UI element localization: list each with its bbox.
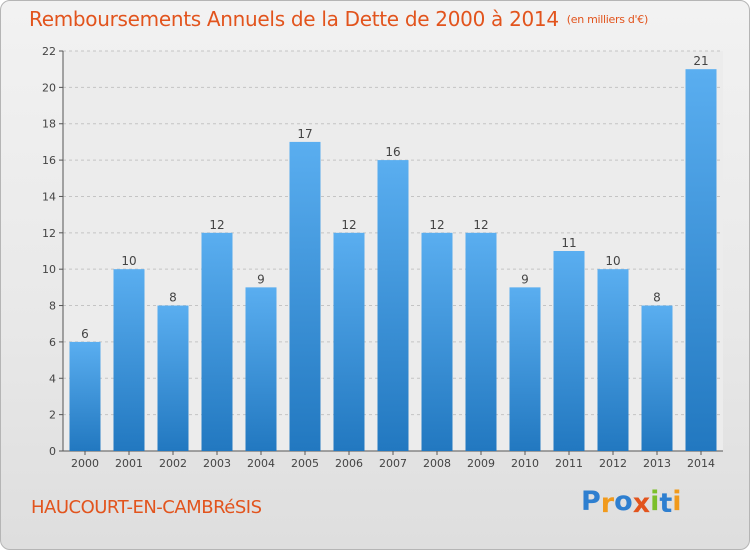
bar	[685, 69, 717, 451]
logo-letter: i	[650, 486, 660, 517]
x-tick-label: 2003	[203, 457, 231, 470]
bar	[333, 232, 365, 451]
data-label: 10	[605, 254, 620, 268]
x-tick-label: 2014	[687, 457, 715, 470]
x-tick-label: 2002	[159, 457, 187, 470]
x-tick-label: 2008	[423, 457, 451, 470]
y-tick-label: 8	[49, 300, 56, 313]
chart-title-text: Remboursements Annuels de la Dette de 20…	[29, 7, 559, 31]
bar	[465, 232, 497, 451]
data-label: 12	[209, 218, 224, 232]
bar	[421, 232, 453, 451]
bar	[201, 232, 233, 451]
x-tick-label: 2007	[379, 457, 407, 470]
y-tick-label: 16	[42, 154, 56, 167]
data-label: 9	[257, 272, 265, 286]
y-tick-label: 4	[49, 372, 56, 385]
data-label: 12	[473, 218, 488, 232]
x-tick-label: 2013	[643, 457, 671, 470]
proxiti-logo: Proxiti	[581, 486, 682, 519]
data-label: 12	[341, 218, 356, 232]
y-tick-label: 20	[42, 81, 56, 94]
bar	[641, 305, 673, 451]
y-tick-label: 10	[42, 263, 56, 276]
y-tick-label: 0	[49, 445, 56, 458]
data-label: 17	[297, 127, 312, 141]
x-tick-label: 2012	[599, 457, 627, 470]
bar	[377, 160, 409, 451]
logo-letter: P	[581, 486, 601, 517]
y-tick-label: 18	[42, 118, 56, 131]
y-tick-label: 12	[42, 227, 56, 240]
x-tick-label: 2010	[511, 457, 539, 470]
data-label: 16	[385, 145, 400, 159]
logo-letter: r	[600, 488, 615, 519]
y-tick-label: 2	[49, 409, 56, 422]
data-label: 8	[653, 291, 661, 305]
bar	[509, 287, 541, 451]
y-tick-label: 6	[49, 336, 56, 349]
data-label: 11	[561, 236, 576, 250]
chart-title: Remboursements Annuels de la Dette de 20…	[29, 7, 648, 31]
town-name: HAUCOURT-EN-CAMBRéSIS	[31, 497, 262, 518]
bar	[113, 269, 145, 451]
logo-letter: o	[614, 486, 633, 517]
data-label: 9	[521, 272, 529, 286]
x-tick-label: 2006	[335, 457, 363, 470]
bar	[157, 305, 189, 451]
bar	[289, 141, 321, 451]
data-label: 12	[429, 218, 444, 232]
x-tick-label: 2009	[467, 457, 495, 470]
chart-unit: (en milliers d'€)	[566, 13, 648, 26]
logo-letter: x	[632, 488, 651, 519]
x-tick-label: 2001	[115, 457, 143, 470]
bar	[69, 341, 101, 451]
y-tick-label: 22	[42, 45, 56, 58]
data-label: 10	[121, 254, 136, 268]
logo-letter: i	[672, 486, 682, 517]
data-label: 21	[693, 54, 708, 68]
x-tick-label: 2000	[71, 457, 99, 470]
bar	[553, 251, 585, 451]
bar	[597, 269, 629, 451]
data-label: 8	[169, 291, 177, 305]
x-tick-label: 2011	[555, 457, 583, 470]
logo-letter: t	[659, 488, 673, 519]
bar	[245, 287, 277, 451]
y-tick-label: 14	[42, 190, 56, 203]
x-tick-label: 2004	[247, 457, 275, 470]
data-label: 6	[81, 327, 89, 341]
x-tick-label: 2005	[291, 457, 319, 470]
